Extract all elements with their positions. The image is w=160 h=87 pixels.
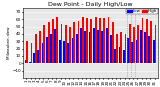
Bar	[67, 43, 69, 63]
Bar	[44, 25, 45, 63]
Bar	[142, 18, 144, 63]
Bar	[95, 17, 96, 63]
Bar	[73, 22, 75, 63]
Bar	[136, 40, 137, 63]
Bar	[131, 42, 133, 63]
Bar	[129, 24, 131, 63]
Bar	[50, 34, 52, 63]
Bar	[46, 37, 48, 63]
Bar	[97, 30, 99, 63]
Bar	[63, 41, 65, 63]
Bar	[103, 18, 105, 63]
Bar	[99, 18, 101, 63]
Bar	[39, 31, 41, 63]
Bar	[106, 28, 108, 63]
Bar	[125, 34, 126, 63]
Bar	[114, 49, 116, 63]
Bar	[76, 34, 78, 63]
Bar	[52, 19, 54, 63]
Bar	[108, 17, 109, 63]
Bar	[72, 37, 73, 63]
Bar	[119, 47, 120, 63]
Bar	[59, 40, 60, 63]
Bar	[55, 29, 56, 63]
Bar	[86, 18, 88, 63]
Bar	[35, 34, 37, 63]
Bar	[155, 25, 156, 63]
Bar	[137, 25, 139, 63]
Bar	[133, 27, 135, 63]
Bar	[120, 32, 122, 63]
Bar	[78, 21, 79, 63]
Bar	[101, 31, 103, 63]
Title: Dew Point - Daily High/Low: Dew Point - Daily High/Low	[48, 2, 133, 7]
Y-axis label: Milwaukee, dew: Milwaukee, dew	[7, 27, 11, 59]
Bar	[84, 31, 86, 63]
Bar	[110, 35, 112, 63]
Bar	[150, 21, 152, 63]
Bar	[146, 19, 148, 63]
Bar	[56, 17, 58, 63]
Bar	[148, 36, 150, 63]
Bar	[93, 28, 95, 63]
Bar	[123, 50, 125, 63]
Bar	[144, 32, 146, 63]
Bar	[48, 22, 50, 63]
Bar	[26, 41, 28, 63]
Legend: Low, High: Low, High	[126, 9, 157, 14]
Bar	[140, 30, 142, 63]
Bar	[116, 34, 118, 63]
Bar	[80, 28, 82, 63]
Bar	[69, 27, 71, 63]
Bar	[31, 43, 32, 63]
Bar	[127, 38, 129, 63]
Bar	[25, 60, 26, 63]
Bar	[112, 22, 114, 63]
Bar	[33, 53, 35, 63]
Bar	[42, 43, 44, 63]
Bar	[37, 50, 39, 63]
Bar	[65, 25, 67, 63]
Bar	[29, 62, 31, 63]
Bar	[153, 40, 155, 63]
Bar	[90, 19, 92, 63]
Bar	[60, 24, 62, 63]
Bar	[82, 17, 84, 63]
Bar	[89, 32, 90, 63]
